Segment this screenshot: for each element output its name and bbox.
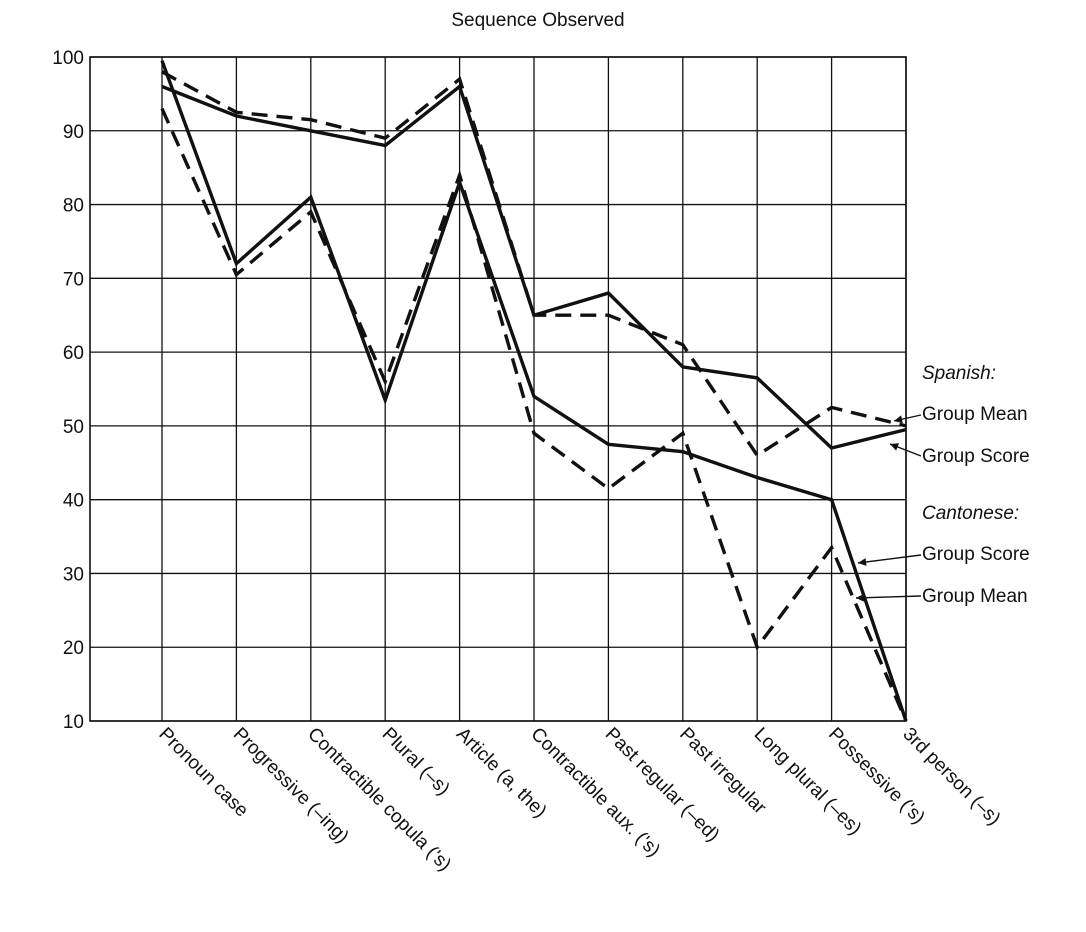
legend-pointer [855, 595, 922, 599]
y-tick-label: 100 [52, 48, 84, 69]
legend: Spanish: Group Mean Group Score Cantonese: G… [855, 363, 1030, 607]
legend-group-label: Cantonese: [922, 503, 1019, 524]
legend-entry: Group Score [922, 544, 1030, 565]
x-category-label: Plural (–s) [378, 724, 454, 800]
x-category-label: Contractible copula ('s) [303, 724, 455, 876]
y-tick-label: 90 [63, 122, 84, 143]
plot-frame [89, 56, 907, 722]
legend-entry: Group Mean [922, 404, 1028, 425]
legend-pointer-arrowhead [858, 558, 867, 566]
legend-entry: Group Mean [922, 586, 1028, 607]
x-category-label: Contractible aux. ('s) [526, 724, 664, 862]
series-line-spanish-group-mean [161, 70, 907, 458]
series-line-cantonese-group-mean [160, 107, 908, 722]
chart-title: Sequence Observed [451, 10, 624, 31]
legend-pointer [857, 554, 922, 564]
y-tick-label: 10 [63, 712, 84, 733]
y-tick-label: 40 [63, 491, 84, 512]
series-line-cantonese-group-score [160, 60, 908, 722]
y-tick-label: 80 [63, 196, 84, 217]
legend-pointer-arrowhead [894, 415, 903, 424]
y-tick-label: 70 [63, 269, 84, 290]
grid [89, 56, 907, 722]
y-axis-tick-labels: 100 90 80 70 60 50 40 30 20 10 [52, 48, 84, 733]
series-lines [160, 60, 908, 722]
legend-pointer-arrowhead [890, 443, 899, 451]
y-tick-label: 50 [63, 417, 84, 438]
y-tick-label: 30 [63, 564, 84, 585]
legend-entry: Group Score [922, 446, 1030, 467]
y-tick-label: 60 [63, 343, 84, 364]
y-tick-label: 20 [63, 638, 84, 659]
legend-group-label: Spanish: [922, 363, 996, 384]
legend-pointer-arrowhead [856, 593, 865, 602]
